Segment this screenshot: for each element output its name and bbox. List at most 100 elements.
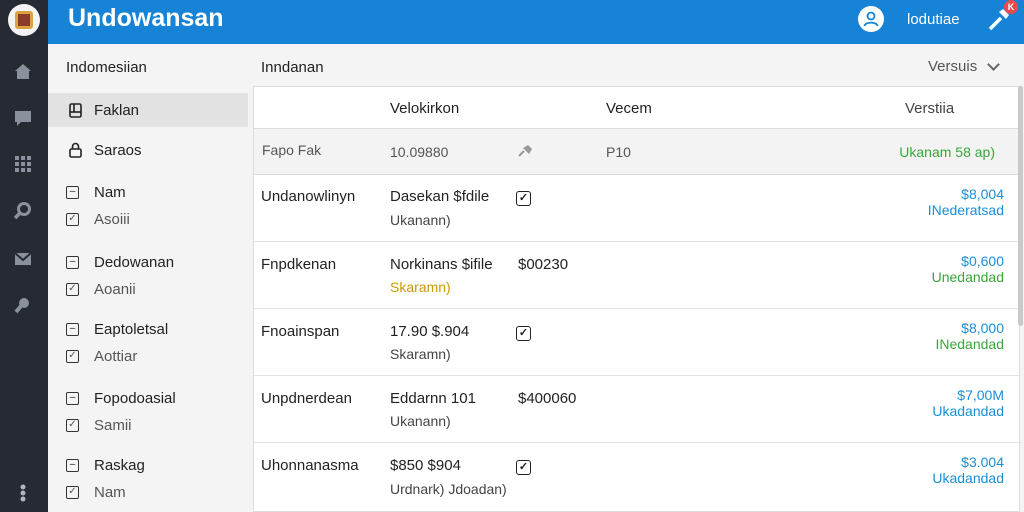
row-checkbox[interactable]: ✓ — [516, 326, 531, 341]
sidebar-group[interactable]: – Dedowanan ✓ Aoanii — [66, 252, 174, 299]
row-status: Unedandad — [931, 269, 1004, 285]
checkbox-icon[interactable]: ✓ — [66, 349, 79, 363]
row-detail: 17.90 $.904 — [390, 323, 470, 340]
row-name: Undanowlinyn — [261, 188, 356, 205]
filter-input[interactable]: 10.09880 — [390, 144, 449, 160]
tools-icon[interactable] — [986, 6, 1014, 34]
chevron-down-icon — [987, 57, 1001, 71]
row-status: INedandad — [935, 336, 1004, 352]
row-name: Unpdnerdean — [261, 390, 352, 407]
search-icon[interactable] — [12, 200, 34, 222]
row-detail: Eddarnn 101 — [390, 390, 476, 407]
row-detail: Dasekan $fdile — [390, 188, 490, 205]
row-detail: Norkinans $ifile — [390, 256, 493, 273]
row-status: INederatsad — [927, 202, 1004, 218]
version-dropdown[interactable]: Versuis — [928, 57, 1001, 75]
minus-box-icon: – — [66, 185, 79, 199]
sidebar-group-sub: Aottiar — [94, 347, 138, 365]
table-header: Velokirkon Vecem Verstiia — [254, 87, 1021, 129]
row-flag: $400060 — [518, 390, 577, 407]
more-icon[interactable] — [12, 482, 34, 504]
filter-input[interactable]: P10 — [606, 144, 631, 160]
user-name[interactable]: lodutiae — [907, 11, 960, 28]
row-name: Fnoainspan — [261, 323, 340, 340]
app-rail — [0, 0, 48, 512]
checkbox-icon[interactable]: ✓ — [66, 485, 79, 499]
row-amount: $8,000 — [961, 320, 1004, 336]
minus-box-icon: – — [66, 255, 79, 269]
sidebar-item-label: Saraos — [94, 141, 142, 159]
notification-badge[interactable]: K — [1004, 0, 1018, 14]
row-sub: Ukanann) — [390, 413, 451, 429]
app-logo[interactable] — [8, 4, 40, 36]
row-name: Fnpdkenan — [261, 256, 337, 273]
minus-box-icon: – — [66, 391, 79, 405]
row-amount: $8,004 — [961, 186, 1004, 202]
row-status: Ukadandad — [932, 470, 1004, 486]
sidebar-group-label: Raskag — [94, 456, 145, 474]
home-icon[interactable] — [12, 60, 34, 82]
sidebar-group-sub: Asoiii — [94, 210, 130, 228]
sidebar-heading: Indomesiian — [66, 59, 147, 76]
sidebar-group-label: Dedowanan — [94, 253, 175, 271]
main-panel: Inndanan Versuis Velokirkon Vecem Versti… — [250, 44, 1024, 512]
table-row[interactable]: Unpdnerdean Eddarnn 101 Ukanann) $400060… — [254, 376, 1021, 443]
sidebar-group[interactable]: – Raskag ✓ Nam — [66, 455, 145, 502]
sidebar-item-faklan[interactable]: Faklan — [48, 93, 248, 127]
sidebar-group-sub: Nam — [94, 483, 126, 501]
table-row[interactable]: Uhonnanasma $850 $904 Urdnark) Jdoadan) … — [254, 443, 1021, 510]
checkbox-icon[interactable]: ✓ — [66, 418, 79, 432]
table-row[interactable]: Undanowlinyn Dasekan $fdile Ukanann) ✓ $… — [254, 175, 1021, 242]
row-sub: Skaramn) — [390, 279, 451, 295]
filter-input[interactable]: Fapo Fak — [262, 142, 322, 158]
data-table: Velokirkon Vecem Verstiia Fapo Fak 10.09… — [253, 86, 1021, 512]
row-checkbox[interactable]: ✓ — [516, 460, 531, 475]
filter-row: Fapo Fak 10.09880 P10 Ukanam 58 ap) — [254, 129, 1021, 175]
row-sub: Skaramn) — [390, 346, 451, 362]
lock-icon — [68, 142, 82, 158]
sidebar-group-label: Eaptoletsal — [94, 320, 169, 338]
row-flag: $00230 — [518, 256, 569, 273]
sidebar-item-saraos[interactable]: Saraos — [48, 133, 248, 167]
document-icon — [68, 102, 82, 118]
checkbox-icon[interactable]: ✓ — [66, 212, 79, 226]
row-amount: $3.004 — [961, 454, 1004, 470]
row-status: Ukadandad — [932, 403, 1004, 419]
sidebar: Indomesiian Faklan Saraos – Nam ✓ Asoiii –… — [48, 44, 250, 512]
page-title: Inndanan — [261, 59, 324, 76]
user-avatar[interactable] — [858, 6, 884, 32]
scrollbar-thumb[interactable] — [1018, 86, 1023, 326]
filter-status: Ukanam 58 ap) — [899, 144, 995, 160]
checkbox-icon[interactable]: ✓ — [66, 282, 79, 296]
sidebar-group-sub: Samii — [94, 416, 132, 434]
column-header[interactable]: Vecem — [606, 100, 652, 117]
sidebar-group[interactable]: – Nam ✓ Asoiii — [66, 182, 130, 229]
user-icon — [863, 11, 879, 27]
top-header: Undowansan lodutiae K — [48, 0, 1024, 44]
row-sub: Urdnark) Jdoadan) — [390, 481, 507, 497]
app-title: Undowansan — [68, 4, 224, 32]
sidebar-group-sub: Aoanii — [94, 280, 136, 298]
minus-box-icon: – — [66, 322, 79, 336]
row-sub: Ukanann) — [390, 212, 451, 228]
sidebar-group[interactable]: – Fopodoasial ✓ Samii — [66, 388, 176, 435]
row-checkbox[interactable]: ✓ — [516, 191, 531, 206]
version-dropdown-label: Versuis — [928, 58, 978, 75]
sidebar-group[interactable]: – Eaptoletsal ✓ Aottiar — [66, 319, 168, 366]
column-header[interactable]: Velokirkon — [390, 100, 460, 117]
column-header[interactable]: Verstiia — [905, 100, 955, 117]
grid-icon[interactable] — [12, 153, 34, 175]
logo-mark — [15, 11, 33, 29]
settings-icon[interactable] — [12, 294, 34, 316]
minus-box-icon: – — [66, 458, 79, 472]
table-row[interactable]: Fnoainspan 17.90 $.904 Skaramn) ✓ $8,000… — [254, 309, 1021, 376]
row-detail: $850 $904 — [390, 457, 461, 474]
row-amount: $0,600 — [961, 253, 1004, 269]
table-row[interactable]: Fnpdkenan Norkinans $ifile Skaramn) $002… — [254, 242, 1021, 309]
row-amount: $7,00M — [957, 387, 1004, 403]
chat-icon[interactable] — [12, 107, 34, 129]
pin-icon[interactable] — [516, 143, 534, 162]
row-name: Uhonnanasma — [261, 457, 359, 474]
sidebar-group-label: Fopodoasial — [94, 389, 176, 407]
mail-icon[interactable] — [12, 248, 34, 270]
